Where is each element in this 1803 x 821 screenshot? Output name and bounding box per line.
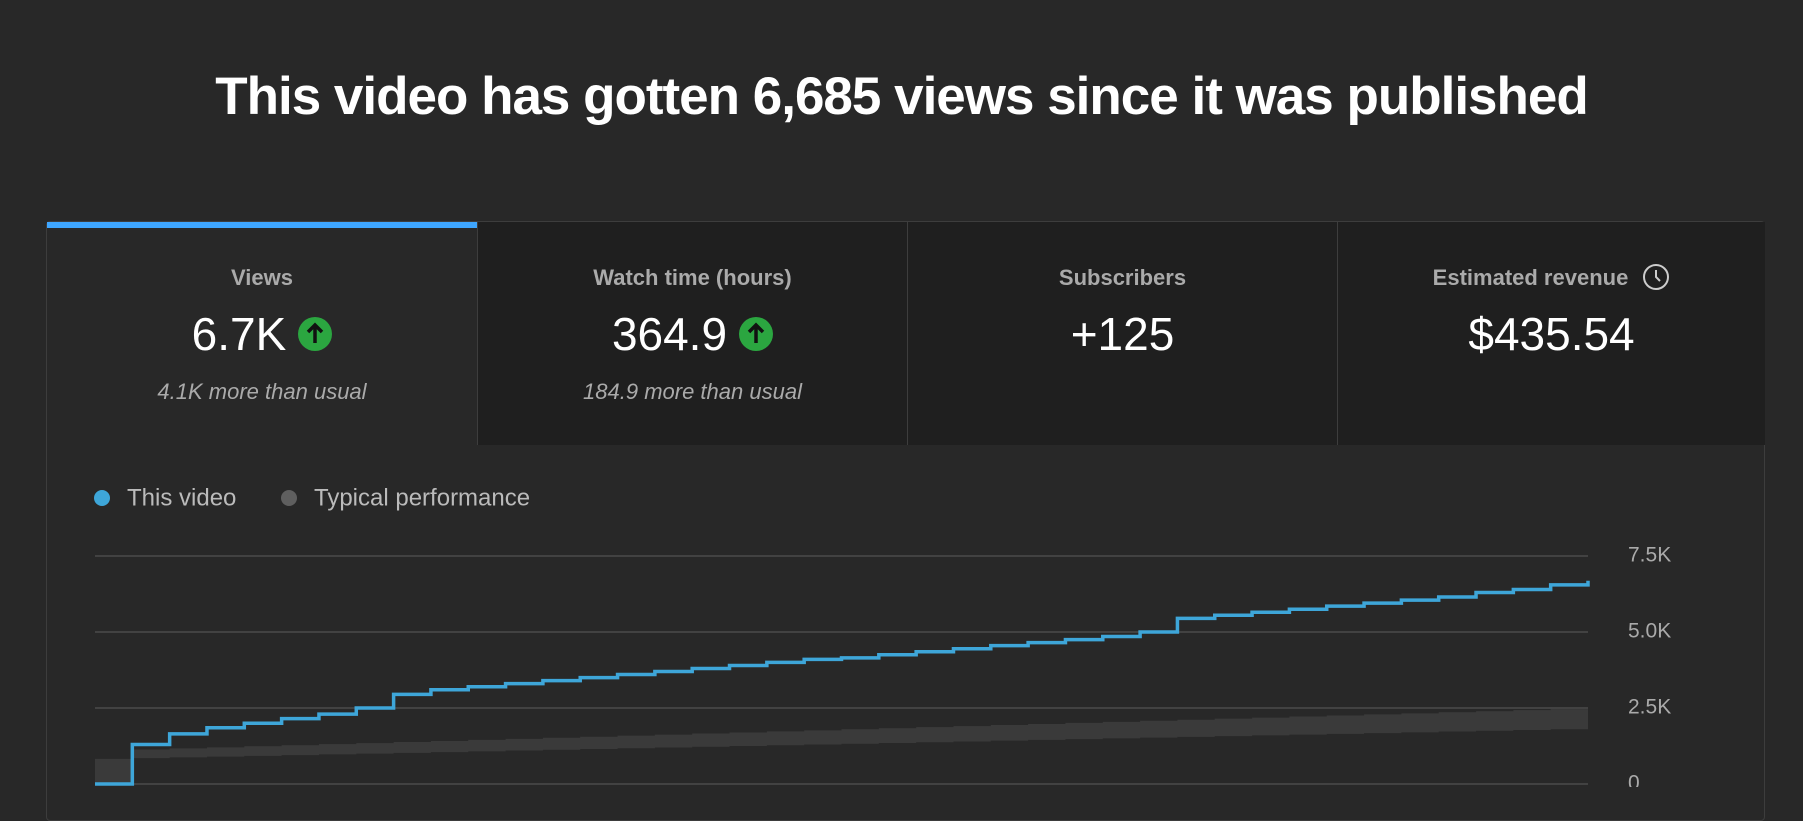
metric-label: Watch time (hours)	[593, 265, 792, 290]
y-tick-label: 0	[1628, 772, 1640, 787]
typical-band	[95, 708, 1588, 784]
legend-dot	[281, 490, 297, 506]
metric-note: 184.9 more than usual	[583, 379, 802, 404]
metric-value: +125	[1070, 308, 1175, 360]
chart: This video Typical performance 0 2.5K 5.0K 7.…	[94, 484, 1671, 787]
up-icon	[739, 316, 774, 351]
metric-tab[interactable]: Views 6.7K 4.1K more than usual	[47, 222, 477, 445]
y-tick-label: 2.5K	[1628, 696, 1671, 719]
y-tick-label: 5.0K	[1628, 620, 1671, 643]
metric-label-row: Estimated revenue	[1338, 263, 1765, 291]
metric-note: 4.1K more than usual	[157, 379, 367, 404]
metric-value-row: 6.7K	[47, 307, 477, 361]
y-tick-label: 7.5K	[1628, 544, 1671, 567]
metric-label: Views	[231, 265, 293, 290]
up-icon	[298, 316, 333, 351]
page-title: This video has gotten 6,685 views since …	[215, 67, 1589, 126]
metric-label: Subscribers	[1058, 265, 1187, 290]
metric-tab[interactable]: Estimated revenue $435.54	[1337, 222, 1765, 445]
metric-value: 6.7K	[191, 308, 287, 360]
metric-tab[interactable]: Watch time (hours) 364.9 184.9 more than…	[477, 222, 907, 445]
legend-label: Typical performance	[314, 484, 530, 511]
series-line	[95, 580, 1590, 786]
legend-label: This video	[127, 484, 236, 511]
analytics-card: Views 6.7K 4.1K more than usual Watch ti…	[46, 221, 1765, 821]
clock-icon[interactable]	[1642, 263, 1670, 291]
metric-label: Estimated revenue	[1432, 265, 1629, 290]
metric-tab[interactable]: Subscribers +125	[907, 222, 1337, 445]
legend-dot	[94, 490, 110, 506]
metric-value: 364.9	[611, 308, 728, 360]
metric-value: $435.54	[1468, 308, 1635, 360]
page: This video has gotten 6,685 views since …	[46, 67, 1765, 821]
metric-value-row: 364.9	[478, 307, 907, 361]
